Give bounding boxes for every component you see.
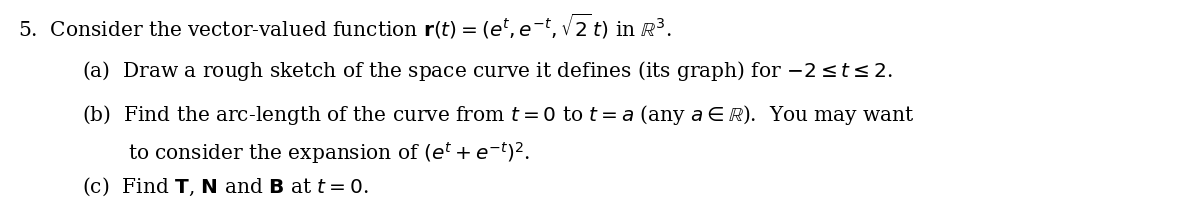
Text: (c)  Find $\mathbf{T}$, $\mathbf{N}$ and $\mathbf{B}$ at $t = 0$.: (c) Find $\mathbf{T}$, $\mathbf{N}$ and …: [82, 176, 368, 198]
Text: (a)  Draw a rough sketch of the space curve it defines (its graph) for $-2 \leq : (a) Draw a rough sketch of the space cur…: [82, 59, 893, 83]
Text: to consider the expansion of $(e^t + e^{-t})^2$.: to consider the expansion of $(e^t + e^{…: [128, 140, 530, 166]
Text: (b)  Find the arc-length of the curve from $t = 0$ to $t = a$ (any $a \in \mathb: (b) Find the arc-length of the curve fro…: [82, 103, 914, 127]
Text: 5.  Consider the vector-valued function $\mathbf{r}(t) = (e^t, e^{-t}, \sqrt{2}\: 5. Consider the vector-valued function $…: [18, 11, 672, 41]
